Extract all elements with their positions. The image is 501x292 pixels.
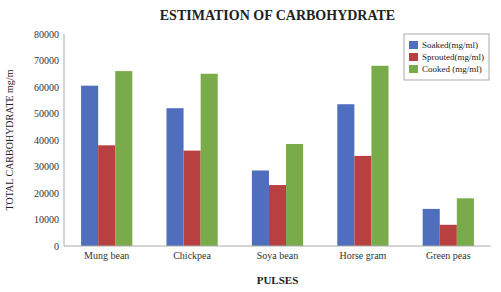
bar [115, 71, 132, 246]
title: ESTIMATION OF CARBOHYDRATE [160, 8, 395, 23]
y-axis-label: TOTAL CARBOHYDRATE mg/m [4, 69, 15, 210]
x-tick-label: Chickpea [173, 250, 211, 261]
x-axis-line [64, 246, 491, 247]
bar [354, 156, 371, 246]
legend-label: Soaked(mg/ml) [422, 40, 478, 50]
y-tick-label: 10000 [34, 214, 59, 225]
bar [184, 151, 201, 246]
bar [166, 108, 183, 246]
legend: Soaked(mg/ml) Sprouted(mg/ml) Cooked (mg/m… [404, 34, 489, 80]
y-tick-label: 70000 [34, 55, 59, 66]
y-tick-label: 0 [54, 241, 59, 252]
legend-label: Cooked (mg/ml) [422, 64, 482, 74]
bar [252, 170, 269, 246]
bar [423, 209, 440, 246]
y-tick-label: 30000 [34, 161, 59, 172]
legend-box [404, 34, 489, 80]
bar [201, 74, 218, 246]
chart: ESTIMATION OF CARBOHYDRATE 0 10000 20000 300… [0, 0, 501, 292]
bar [371, 66, 388, 246]
y-tick-label: 20000 [34, 188, 59, 199]
bar [337, 104, 354, 246]
bars [81, 66, 474, 246]
y-tick-label: 60000 [34, 82, 59, 93]
legend-swatch [409, 41, 418, 49]
bar [98, 145, 115, 246]
y-axis-line [64, 34, 65, 246]
x-tick-label: Horse gram [339, 250, 386, 261]
y-tick-label: 50000 [34, 108, 59, 119]
x-tick-label: Mung bean [84, 250, 129, 261]
bar [457, 198, 474, 246]
x-tick-label: Green peas [426, 250, 471, 261]
y-tick-label: 80000 [34, 29, 59, 40]
legend-swatch [409, 65, 418, 73]
legend-label: Sprouted(mg/ml) [422, 52, 484, 62]
x-tick-label: Soya bean [257, 250, 298, 261]
bar [440, 225, 457, 246]
bar [286, 144, 303, 246]
x-axis-label: PULSES [257, 274, 299, 286]
bar [81, 86, 98, 246]
y-tick-label: 40000 [34, 135, 59, 146]
legend-swatch [409, 53, 418, 61]
bar [269, 185, 286, 246]
chart-container: ESTIMATION OF CARBOHYDRATE 0 10000 20000 300… [0, 0, 501, 292]
